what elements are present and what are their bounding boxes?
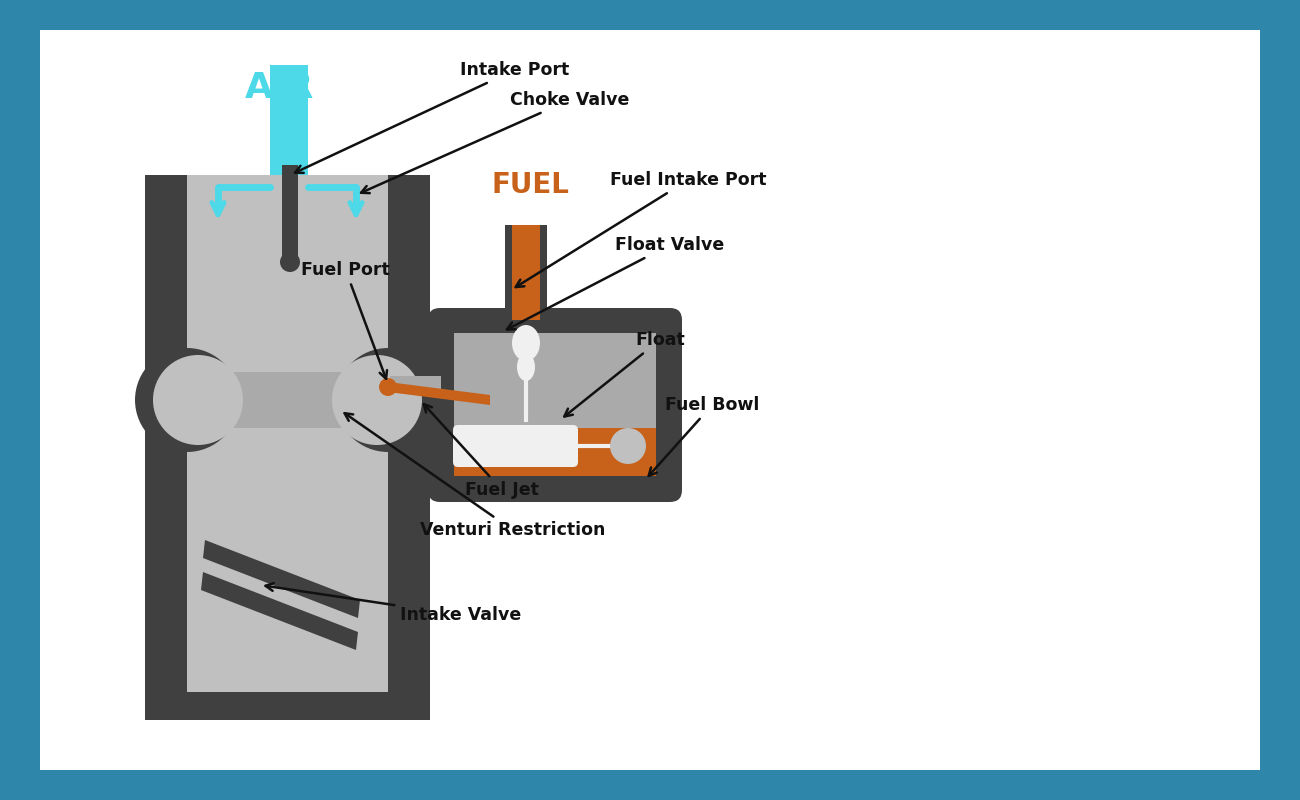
- Bar: [187, 225, 387, 720]
- FancyBboxPatch shape: [452, 425, 578, 467]
- Circle shape: [610, 428, 646, 464]
- Text: Fuel Intake Port: Fuel Intake Port: [516, 171, 767, 287]
- Circle shape: [153, 355, 243, 445]
- Circle shape: [135, 348, 239, 452]
- Text: Intake Port: Intake Port: [295, 61, 569, 173]
- Circle shape: [380, 378, 396, 396]
- Text: Float: Float: [564, 331, 685, 417]
- Circle shape: [332, 355, 422, 445]
- FancyBboxPatch shape: [428, 308, 682, 502]
- Ellipse shape: [517, 353, 536, 381]
- Bar: [146, 175, 430, 225]
- Bar: [390, 376, 441, 392]
- Circle shape: [335, 348, 439, 452]
- Text: AIR: AIR: [246, 71, 315, 105]
- Text: Fuel Port: Fuel Port: [302, 261, 390, 378]
- Polygon shape: [387, 382, 490, 405]
- Text: Fuel Jet: Fuel Jet: [424, 404, 540, 499]
- Text: Intake Valve: Intake Valve: [265, 583, 521, 624]
- Bar: [187, 175, 387, 225]
- Text: Float Valve: Float Valve: [507, 236, 724, 330]
- Ellipse shape: [512, 325, 540, 361]
- Polygon shape: [203, 540, 360, 618]
- Bar: [454, 428, 656, 476]
- Circle shape: [280, 252, 300, 272]
- Bar: [454, 333, 656, 435]
- Text: FUEL: FUEL: [491, 171, 569, 199]
- Bar: [387, 220, 430, 700]
- Bar: [146, 220, 187, 700]
- Text: Venturi Restriction: Venturi Restriction: [344, 413, 606, 539]
- Bar: [282, 165, 298, 260]
- Bar: [504, 225, 547, 320]
- Bar: [512, 225, 540, 320]
- Bar: [270, 65, 308, 175]
- Text: Fuel Bowl: Fuel Bowl: [649, 396, 759, 476]
- Polygon shape: [202, 572, 358, 650]
- Bar: [146, 692, 430, 720]
- Bar: [187, 372, 387, 428]
- Text: Choke Valve: Choke Valve: [361, 91, 629, 193]
- Bar: [387, 373, 443, 395]
